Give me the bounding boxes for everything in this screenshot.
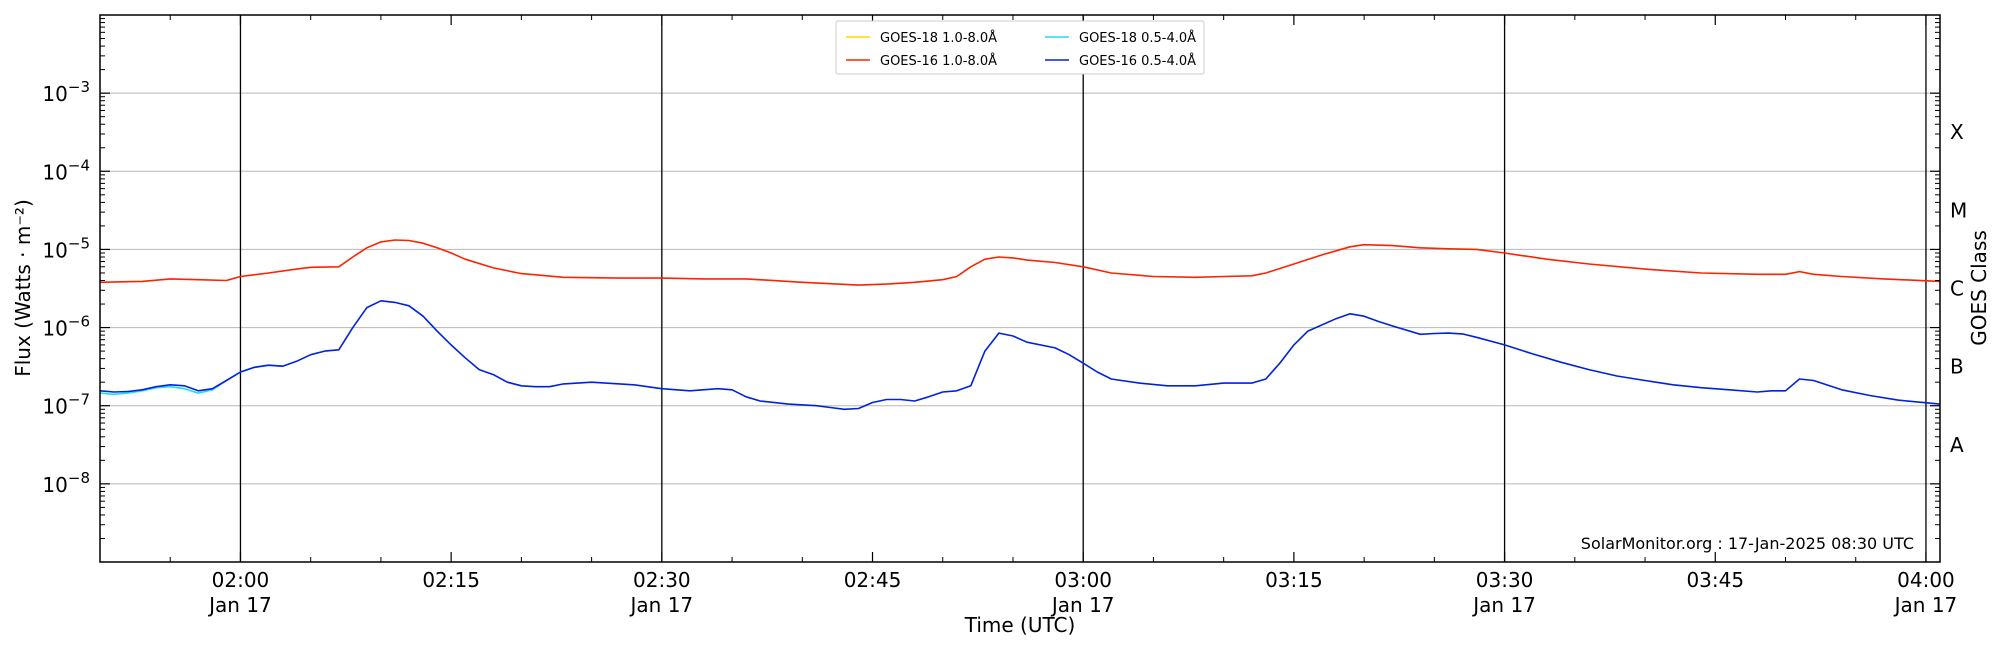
x-tick-label: 03:00 (1054, 568, 1112, 592)
x-axis-title: Time (UTC) (964, 613, 1076, 637)
series-line (99, 364, 283, 396)
legend-label: GOES-16 0.5-4.0Å (1079, 53, 1196, 69)
y-tick-label: 10−3 (42, 78, 90, 106)
legend-box (835, 20, 1205, 75)
grid-lines (100, 92, 1940, 485)
x-tick-label: 02:00 (212, 568, 270, 592)
series-line (99, 239, 1941, 286)
goes-class-label: M (1950, 198, 1967, 222)
x-tick-date-label: Jan 17 (207, 593, 272, 617)
y-tick-label: 10−5 (42, 234, 90, 262)
legend-label: GOES-16 1.0-8.0Å (880, 53, 997, 69)
credit-text: SolarMonitor.org : 17-Jan-2025 08:30 UTC (1581, 534, 1914, 553)
x-tick-label: 03:30 (1476, 568, 1534, 592)
series-line (99, 300, 1941, 411)
legend: GOES-18 1.0-8.0Å GOES-18 0.5-4.0Å GOES-16 … (835, 20, 1205, 75)
x-tick-label: 03:45 (1686, 568, 1744, 592)
day-marker-lines (239, 15, 1927, 562)
y-tick-label: 10−7 (42, 391, 90, 419)
y-tick-label: 10−8 (42, 469, 90, 497)
y-axis-title: Flux (Watts · m⁻²) (11, 199, 35, 377)
series-lines (99, 239, 1941, 411)
goes-class-label: B (1950, 355, 1964, 379)
x-tick-date-label: Jan 17 (1050, 593, 1115, 617)
x-tick-label: 03:15 (1265, 568, 1323, 592)
x-tick-label: 02:30 (633, 568, 691, 592)
goes-class-label: A (1950, 433, 1964, 457)
x-tick-label: 02:15 (422, 568, 480, 592)
x-tick-label: 02:45 (844, 568, 902, 592)
legend-label: GOES-18 0.5-4.0Å (1079, 30, 1196, 46)
goes-class-label: X (1950, 120, 1964, 144)
x-tick-date-label: Jan 17 (1893, 593, 1958, 617)
x-tick-label: 04:00 (1897, 568, 1955, 592)
plot-area-frame (99, 14, 1941, 563)
y-tick-label: 10−6 (42, 313, 90, 341)
goes-class-label: C (1950, 277, 1964, 301)
x-tick-date-label: Jan 17 (1471, 593, 1536, 617)
legend-label: GOES-18 1.0-8.0Å (880, 30, 997, 46)
goes-class-axis-title: GOES Class (1967, 230, 1991, 346)
y-tick-label: 10−4 (42, 156, 90, 184)
x-tick-date-label: Jan 17 (629, 593, 694, 617)
axis-ticks (99, 15, 1940, 562)
